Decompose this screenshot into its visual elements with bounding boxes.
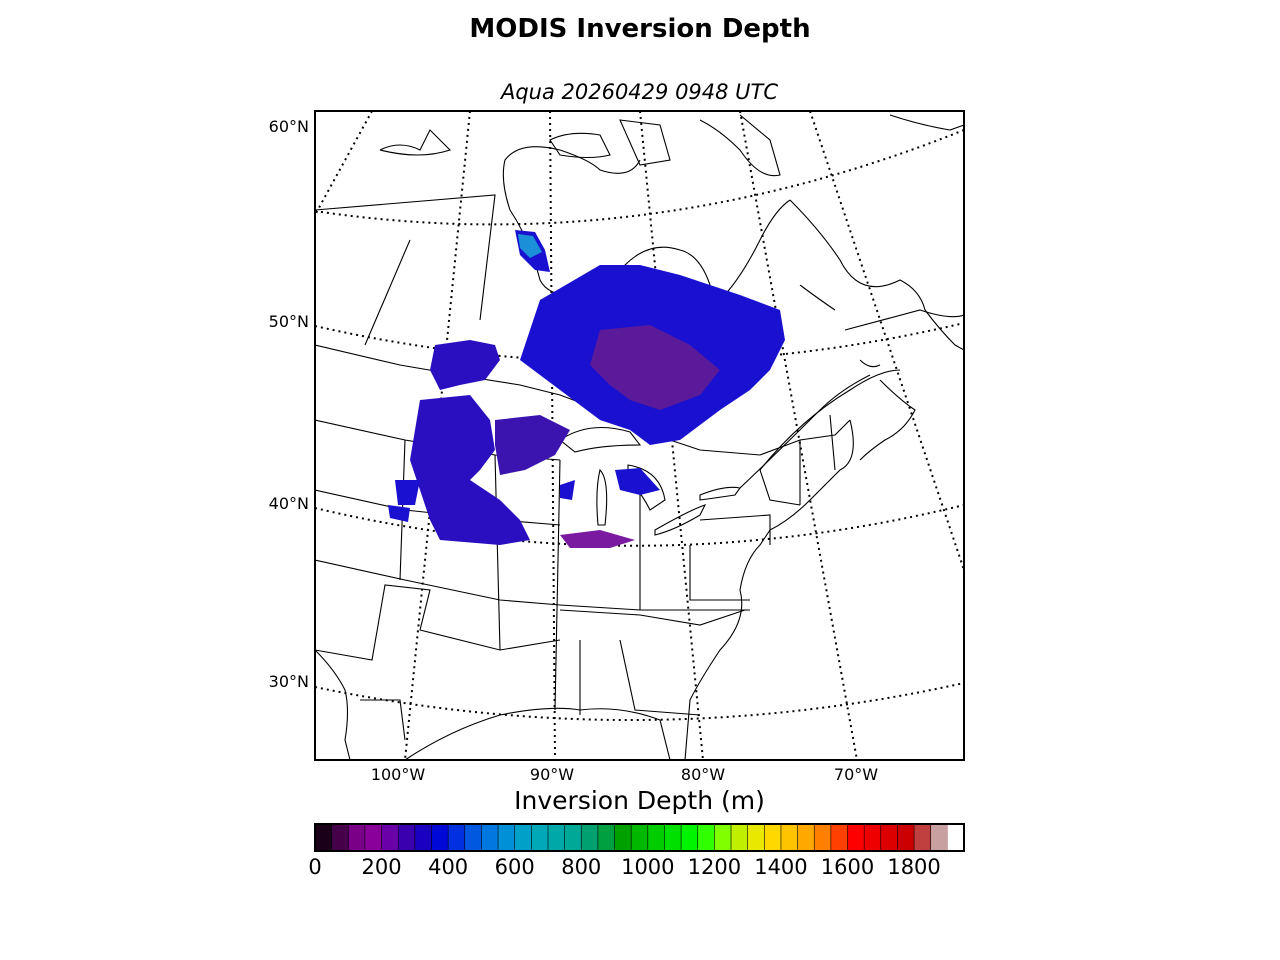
colorbar-cell	[731, 824, 749, 851]
colorbar-frame	[314, 823, 965, 852]
lake-ontario	[699, 486, 741, 501]
colorbar-tick-label: 400	[428, 855, 469, 879]
colorbar-cell	[814, 824, 832, 851]
colorbar-cell	[514, 824, 532, 851]
colorbar-cell	[747, 824, 765, 851]
colorbar-cell	[597, 824, 616, 851]
map-subtitle: Aqua 20260429 0948 UTC	[500, 80, 779, 104]
colorbar-cell	[697, 824, 715, 851]
colorbar-cell	[764, 824, 782, 851]
colorbar-tick-label: 600	[494, 855, 535, 879]
colorbar-tick-label: 1800	[887, 855, 941, 879]
lon-label-80w: 80°W	[680, 765, 726, 784]
colorbar-tick-label: 1600	[820, 855, 875, 879]
colorbar-cell	[531, 824, 549, 851]
colorbar-cell	[647, 824, 665, 851]
colorbar-cell	[631, 824, 649, 851]
colorbar-cell	[464, 824, 482, 851]
map-title: MODIS Inversion Depth	[469, 14, 811, 44]
colorbar-cell	[431, 824, 449, 851]
atlantic-coast	[684, 419, 854, 760]
lon-line-110	[315, 111, 373, 216]
colorbar-cell	[864, 824, 882, 851]
lat-label-60: 60°N	[268, 117, 309, 136]
lake-erie	[654, 504, 707, 536]
colorbar-cell	[681, 824, 699, 851]
map-frame	[314, 110, 965, 761]
colorbar-cell	[897, 824, 915, 851]
colorbar-tick-label: 800	[561, 855, 602, 879]
colorbar-cell	[381, 824, 399, 851]
lat-label-50: 50°N	[268, 312, 309, 331]
colorbar-cell	[448, 824, 466, 851]
colorbar-cell	[880, 824, 898, 851]
colorbar-cell	[714, 824, 732, 851]
lat-label-40: 40°N	[268, 494, 309, 513]
lon-label-90w: 90°W	[529, 765, 575, 784]
inversion-depth-field	[388, 230, 785, 548]
colorbar-cell	[614, 824, 632, 851]
lon-line-70	[739, 111, 858, 760]
colorbar-cell	[315, 824, 333, 851]
colorbar-tick-label: 200	[361, 855, 402, 879]
colorbar-cell	[930, 824, 948, 851]
colorbar-cell	[780, 824, 799, 851]
colorbar-cell	[547, 824, 566, 851]
colorbar-cell	[481, 824, 499, 851]
lake-michigan	[596, 468, 608, 526]
colorbar-cell	[498, 824, 516, 851]
colorbar-cell	[348, 824, 366, 851]
colorbar-cell	[847, 824, 865, 851]
colorbar-cell	[914, 824, 932, 851]
colorbar-tick-label: 1000	[621, 855, 675, 879]
colorbar-cell	[398, 824, 416, 851]
colorbar-tick-label: 1400	[754, 855, 808, 879]
colorbar-tick-label: 0	[308, 855, 322, 879]
lon-line-80	[639, 111, 704, 760]
colorbar-cell	[830, 824, 849, 851]
colorbar-cell	[564, 824, 582, 851]
lat-line-60	[315, 129, 964, 226]
colorbar-cell	[664, 824, 682, 851]
lon-label-100w: 100°W	[370, 765, 426, 784]
lon-line-60	[809, 111, 964, 571]
colorbar-title: Inversion Depth (m)	[514, 786, 765, 815]
colorbar-cell	[364, 824, 383, 851]
lat-label-30: 30°N	[268, 672, 309, 691]
latitude-lines	[315, 129, 964, 721]
lon-line-100	[404, 111, 471, 760]
gulf-coast	[404, 707, 671, 760]
colorbar-cell	[797, 824, 815, 851]
colorbar-tick-label: 1200	[687, 855, 742, 879]
lon-label-70w: 70°W	[833, 765, 879, 784]
colorbar-cell	[414, 824, 432, 851]
colorbar-cell	[331, 824, 349, 851]
lake-superior	[559, 427, 642, 453]
colorbar-cell	[581, 824, 599, 851]
